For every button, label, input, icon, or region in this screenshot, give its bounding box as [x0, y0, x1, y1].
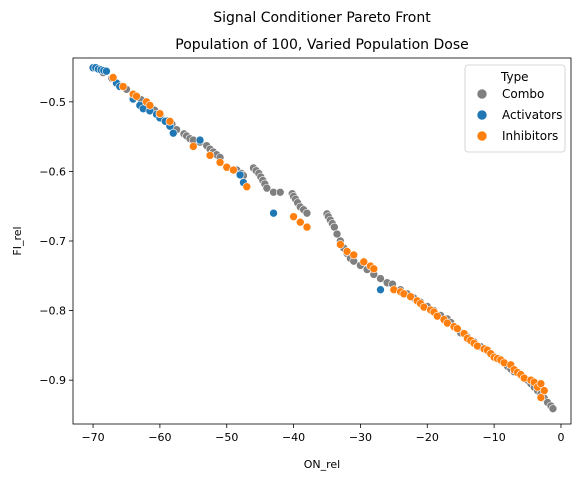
- x-axis-ticks: −70 −60 −50 −40 −30 −20 −10 0: [81, 424, 564, 444]
- legend-marker-inhibitors: [476, 130, 488, 142]
- point-inhibitors-9: [205, 151, 215, 160]
- point-inhibitors-12: [229, 165, 238, 175]
- point-inhibitors-13: [242, 182, 252, 192]
- point-inhibitors-26: [406, 292, 415, 301]
- points-layer: [88, 63, 558, 413]
- point-combo-56: [376, 274, 385, 283]
- legend: Type Combo Activators Inhibitors: [464, 64, 566, 153]
- x-tick-label-3: −40: [282, 431, 305, 444]
- point-inhibitors-20: [359, 257, 369, 267]
- legend-label-combo: Combo: [502, 87, 544, 101]
- x-tick-label-0: −70: [81, 431, 104, 444]
- y-tick-label-3: −0.8: [39, 305, 66, 318]
- point-combo-47: [332, 229, 342, 239]
- y-tick-label-4: −0.9: [39, 374, 66, 387]
- y-axis-ticks: −0.5 −0.6 −0.7 −0.8 −0.9: [39, 96, 73, 387]
- x-tick-label-5: −20: [416, 431, 439, 444]
- point-inhibitors-19: [349, 250, 359, 260]
- point-inhibitors-7: [165, 117, 175, 126]
- point-activators-20: [269, 208, 278, 218]
- point-inhibitors-14: [289, 212, 298, 221]
- legend-marker-activators: [476, 109, 488, 121]
- x-tick-label-6: −10: [483, 431, 506, 444]
- point-inhibitors-17: [336, 240, 345, 249]
- point-inhibitors-8: [189, 142, 198, 151]
- point-inhibitors-34: [443, 318, 452, 328]
- point-combo-34: [275, 187, 285, 197]
- y-tick-label-2: −0.7: [39, 235, 66, 248]
- point-inhibitors-0: [108, 73, 118, 82]
- point-inhibitors-18: [342, 247, 352, 256]
- point-inhibitors-15: [295, 217, 305, 227]
- point-activators-17: [195, 135, 205, 145]
- x-tick-label-4: −30: [349, 431, 372, 444]
- point-activators-16: [168, 128, 178, 138]
- point-inhibitors-10: [215, 158, 225, 167]
- point-inhibitors-57: [536, 379, 546, 388]
- point-inhibitors-5: [145, 101, 155, 110]
- point-inhibitors-36: [453, 324, 462, 333]
- legend-entries: Combo Activators Inhibitors: [476, 87, 562, 143]
- legend-label-inhibitors: Inhibitors: [502, 129, 558, 143]
- x-tick-label-2: −50: [215, 431, 238, 444]
- point-activators-21: [376, 285, 385, 295]
- y-tick-label-0: −0.5: [39, 96, 66, 109]
- legend-title: Type: [500, 70, 529, 84]
- point-inhibitors-22: [369, 264, 379, 274]
- point-combo-41: [302, 208, 312, 218]
- x-tick-label-1: −60: [148, 431, 171, 444]
- point-activators-5: [102, 66, 111, 76]
- point-activators-18: [235, 170, 245, 180]
- point-combo-32: [262, 183, 272, 193]
- legend-marker-combo: [476, 88, 488, 100]
- point-inhibitors-6: [155, 109, 165, 118]
- point-inhibitors-58: [539, 386, 549, 395]
- y-tick-label-1: −0.6: [39, 165, 66, 178]
- chart-title: Signal Conditioner Pareto Front: [213, 10, 431, 26]
- point-combo-88: [548, 404, 558, 413]
- x-tick-label-7: 0: [557, 431, 564, 444]
- point-inhibitors-59: [536, 393, 546, 402]
- x-axis-label: ON_rel: [304, 458, 341, 471]
- y-axis-label: FI_rel: [11, 226, 24, 255]
- legend-label-activators: Activators: [502, 108, 562, 122]
- chart-subtitle: Population of 100, Varied Population Dos…: [175, 37, 469, 53]
- point-inhibitors-32: [433, 311, 442, 321]
- point-inhibitors-1: [118, 82, 128, 91]
- point-inhibitors-3: [132, 91, 141, 101]
- point-inhibitors-16: [302, 222, 312, 232]
- legend-box: [464, 64, 566, 153]
